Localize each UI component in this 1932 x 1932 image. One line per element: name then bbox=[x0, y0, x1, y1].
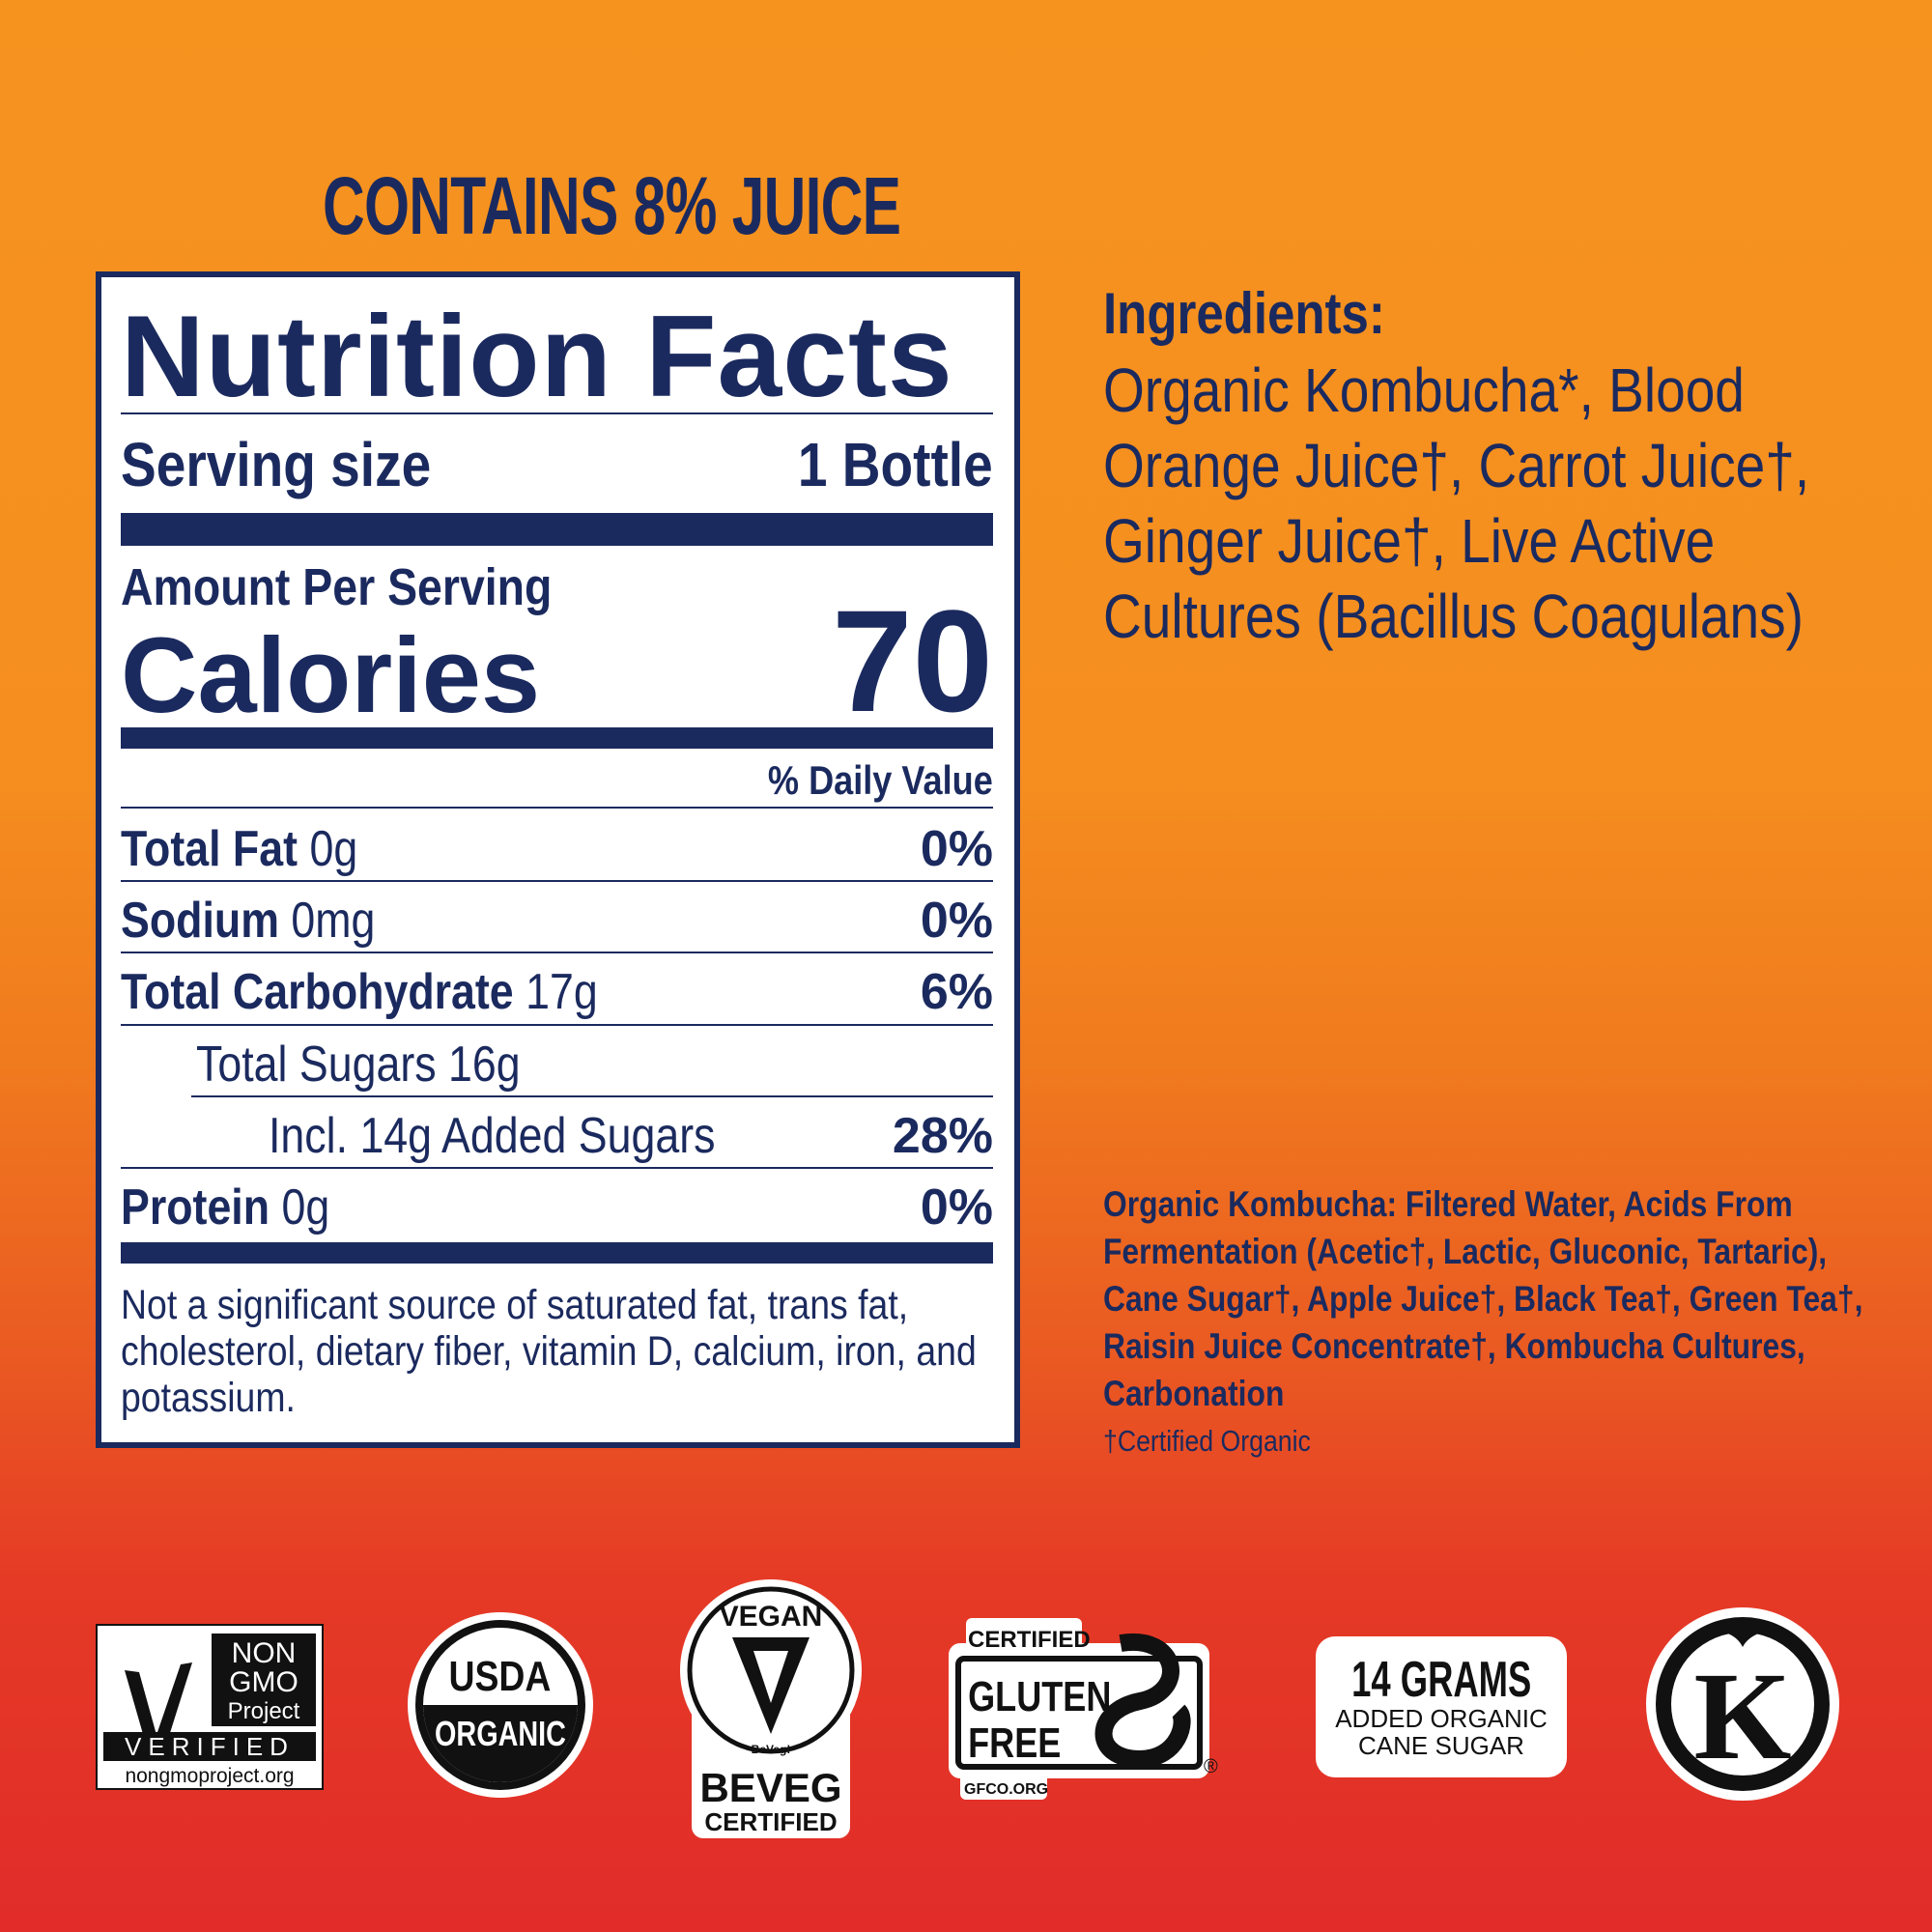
certified-text: CERTIFIED bbox=[704, 1807, 837, 1836]
nongmo-verified: VERIFIED bbox=[125, 1732, 295, 1761]
nongmo-line2: GMO bbox=[229, 1666, 298, 1698]
gluten-free-badge: CERTIFIED GLUTEN FREE GFCO.ORG ® bbox=[949, 1618, 1218, 1800]
nutrient-row-total-carbohydrate: Total Carbohydrate 17g 6% bbox=[121, 952, 993, 1023]
calories-label: Calories bbox=[121, 616, 541, 735]
nutrient-row-total-sugars: Total Sugars 16g bbox=[196, 1024, 993, 1095]
nutrition-title: Nutrition Facts bbox=[121, 292, 953, 421]
nutrition-footnote: Not a significant source of saturated fa… bbox=[121, 1282, 977, 1421]
nutrient-name: Incl. 14g Added Sugars bbox=[269, 1108, 716, 1164]
non-gmo-verified-badge: NON GMO Project VERIFIED nongmoproject.o… bbox=[96, 1624, 324, 1790]
sugar-line1: ADDED ORGANIC bbox=[1335, 1704, 1548, 1733]
divider bbox=[121, 1167, 993, 1169]
gluten-text: GLUTEN bbox=[968, 1673, 1111, 1720]
divider bbox=[121, 880, 993, 882]
nongmo-line3: Project bbox=[228, 1698, 300, 1724]
serving-size-label: Serving size bbox=[121, 430, 432, 499]
juice-claim: CONTAINS 8% JUICE bbox=[323, 160, 901, 251]
divider bbox=[121, 807, 993, 809]
divider bbox=[121, 1024, 993, 1026]
gfco-url: GFCO.ORG bbox=[964, 1781, 1048, 1798]
sugar-grams: 14 GRAMS bbox=[1351, 1650, 1531, 1707]
nongmo-line1: NON bbox=[232, 1637, 297, 1669]
vegan-text: VEGAN bbox=[720, 1601, 823, 1633]
added-sugar-badge: 14 GRAMS ADDED ORGANIC CANE SUGAR bbox=[1316, 1636, 1567, 1777]
calories-value: 70 bbox=[832, 580, 993, 742]
nongmo-url: nongmoproject.org bbox=[125, 1765, 294, 1787]
nutrient-dv: 6% bbox=[920, 964, 993, 1020]
usda-text: USDA bbox=[448, 1652, 551, 1700]
certified-text: CERTIFIED bbox=[968, 1627, 1091, 1653]
kombucha-detail-text: Organic Kombucha: Filtered Water, Acids … bbox=[1103, 1184, 1863, 1413]
nutrient-amount: 0g bbox=[309, 821, 358, 877]
nutrient-name: Sodium bbox=[121, 893, 279, 949]
divider bbox=[121, 412, 993, 414]
certified-organic-note: †Certified Organic bbox=[1103, 1424, 1311, 1458]
nutrient-dv: 28% bbox=[892, 1108, 993, 1164]
nutrition-facts-panel: Nutrition Facts Serving size 1 Bottle Am… bbox=[96, 271, 1020, 1448]
nutrient-row-sodium: Sodium 0mg 0% bbox=[121, 880, 993, 952]
beveg-text: BEVEG bbox=[699, 1765, 841, 1810]
nutrient-row-protein: Protein 0g 0% bbox=[121, 1167, 993, 1238]
organic-text: ORGANIC bbox=[435, 1714, 566, 1753]
usda-organic-badge: USDA ORGANIC bbox=[408, 1612, 593, 1798]
nutrient-dv: 0% bbox=[920, 1179, 993, 1236]
thick-divider bbox=[121, 513, 993, 546]
thick-divider bbox=[121, 1242, 993, 1264]
nutrient-name: Total Fat bbox=[121, 821, 298, 877]
nutrient-amount: 17g bbox=[526, 964, 598, 1020]
beveg-small: BeVeg! bbox=[752, 1743, 791, 1756]
palm-tree-icon bbox=[1702, 1618, 1789, 1647]
nutrient-name: Total Carbohydrate bbox=[121, 964, 514, 1020]
free-text: FREE bbox=[968, 1719, 1061, 1767]
nutrient-name: Protein bbox=[121, 1179, 270, 1236]
thick-divider bbox=[121, 727, 993, 749]
serving-size-value: 1 Bottle bbox=[798, 430, 993, 499]
ingredients-section: Ingredients: Organic Kombucha*, Blood Or… bbox=[1103, 280, 1876, 654]
nutrient-amount: 0mg bbox=[291, 893, 376, 949]
svg-text:®: ® bbox=[1204, 1756, 1218, 1777]
divider bbox=[191, 1095, 993, 1097]
nutrient-row-added-sugars: Incl. 14g Added Sugars 28% bbox=[269, 1095, 993, 1167]
ingredients-text: Organic Kombucha*, Blood Orange Juice†, … bbox=[1103, 355, 1810, 651]
g-logo-icon bbox=[1094, 1633, 1191, 1769]
amount-per-serving: Amount Per Serving bbox=[121, 558, 553, 616]
nutrient-amount: 0g bbox=[281, 1179, 330, 1236]
daily-value-header: % Daily Value bbox=[768, 757, 993, 803]
nutrient-name: Total Sugars 16g bbox=[196, 1037, 521, 1093]
kombucha-detail-section: Organic Kombucha: Filtered Water, Acids … bbox=[1103, 1180, 1867, 1465]
divider bbox=[121, 952, 993, 953]
kosher-k: K bbox=[1693, 1647, 1791, 1786]
nutrient-row-total-fat: Total Fat 0g 0% bbox=[121, 809, 993, 880]
nutrient-dv: 0% bbox=[920, 893, 993, 949]
beveg-vegan-badge: VEGAN BeVeg! BEVEG CERTIFIED bbox=[680, 1579, 862, 1838]
sugar-line2: CANE SUGAR bbox=[1358, 1731, 1524, 1760]
butterfly-icon bbox=[125, 1662, 192, 1754]
nutrient-dv: 0% bbox=[920, 821, 993, 877]
ingredients-heading: Ingredients: bbox=[1103, 281, 1385, 346]
kosher-badge: K bbox=[1646, 1607, 1839, 1801]
